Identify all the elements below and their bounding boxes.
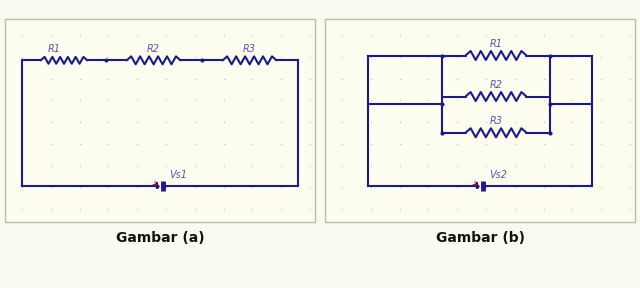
Text: R1: R1	[48, 43, 61, 54]
Text: Gambar (a): Gambar (a)	[116, 230, 204, 245]
Text: R2: R2	[147, 43, 160, 54]
Text: +: +	[471, 180, 477, 190]
Bar	[325, 19, 636, 222]
Text: Vs2: Vs2	[490, 170, 508, 180]
Text: +: +	[151, 180, 157, 190]
Text: Gambar (b): Gambar (b)	[435, 230, 525, 245]
Bar	[5, 19, 315, 222]
Text: R3: R3	[490, 116, 502, 126]
Text: R2: R2	[490, 80, 502, 90]
Text: Vs1: Vs1	[170, 170, 188, 180]
Text: R3: R3	[243, 43, 256, 54]
Text: R1: R1	[490, 39, 502, 49]
